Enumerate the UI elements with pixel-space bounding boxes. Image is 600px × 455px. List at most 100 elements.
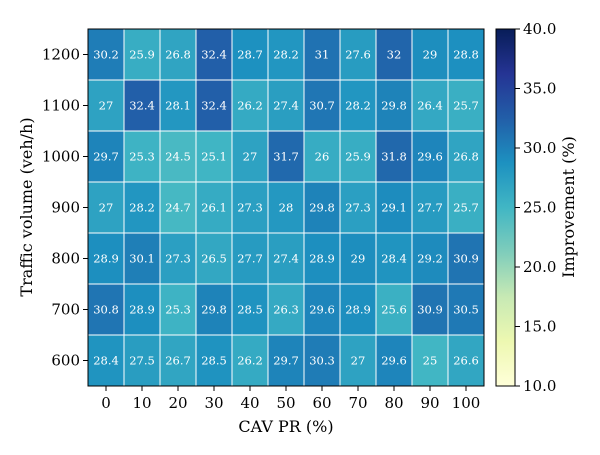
cell-value-labels: 30.2 25.9 26.8 32.4 28.7 28.2 31 27.6 32 29 28.8 27… <box>93 48 479 368</box>
heatmap-cell <box>159 334 197 387</box>
cell-value-label: 29 <box>423 48 438 62</box>
cell-value-label: 30.5 <box>453 303 479 317</box>
cell-value-label: 25.7 <box>453 201 479 215</box>
heatmap-cell <box>231 130 269 183</box>
cell-value-label: 27 <box>99 99 114 113</box>
heatmap-cell <box>123 232 161 285</box>
y-axis-ticks: 1200 1100 1000 900 800 700 600 <box>42 46 88 370</box>
y-tick-label: 1000 <box>42 148 80 166</box>
cell-value-label: 27.6 <box>345 48 371 62</box>
cell-value-label: 28.9 <box>129 303 155 317</box>
cell-value-label: 27.3 <box>237 201 263 215</box>
heatmap-cell <box>87 232 125 285</box>
heatmap-cell <box>339 334 377 387</box>
cell-value-label: 26.3 <box>273 303 299 317</box>
heatmap-cell <box>195 232 233 285</box>
heatmap-cell <box>303 181 341 234</box>
cell-value-label: 30.7 <box>309 99 335 113</box>
heatmap-cell <box>447 283 485 336</box>
heatmap-cell <box>303 334 341 387</box>
heatmap-cell <box>447 79 485 132</box>
cell-value-label: 28.2 <box>129 201 155 215</box>
heatmap-cell <box>267 130 305 183</box>
y-tick-label: 600 <box>51 352 80 370</box>
heatmap-cell <box>447 334 485 387</box>
cell-value-label: 25.6 <box>381 303 407 317</box>
heatmap-cell <box>375 334 413 387</box>
cell-value-label: 29.8 <box>381 99 407 113</box>
cell-value-label: 28.4 <box>381 252 407 266</box>
heatmap-cell <box>159 79 197 132</box>
heatmap-cell <box>303 232 341 285</box>
y-axis-label: Traffic volume (veh/h) <box>17 117 36 296</box>
cell-value-label: 26.4 <box>417 99 443 113</box>
cell-value-label: 26.6 <box>453 354 479 368</box>
heatmap-cell <box>159 232 197 285</box>
x-tick-label: 0 <box>101 394 111 412</box>
x-tick-label: 20 <box>168 394 187 412</box>
heatmap-cell <box>411 181 449 234</box>
heatmap-cell <box>195 283 233 336</box>
cell-value-label: 31.7 <box>273 150 299 164</box>
cell-value-label: 30.2 <box>93 48 119 62</box>
cell-value-label: 29.2 <box>417 252 443 266</box>
y-tick-label: 1100 <box>42 97 80 115</box>
cell-value-label: 25.1 <box>201 150 227 164</box>
colorbar-tick-label: 40.0 <box>523 20 556 38</box>
x-tick-label: 90 <box>420 394 439 412</box>
heatmap-cell <box>123 28 161 81</box>
cell-value-label: 27 <box>351 354 366 368</box>
cell-value-label: 27.5 <box>129 354 155 368</box>
heatmap-cell <box>267 79 305 132</box>
cell-value-label: 30.9 <box>453 252 479 266</box>
y-tick-label: 800 <box>51 250 80 268</box>
heatmap-cell <box>375 232 413 285</box>
x-tick-label: 70 <box>348 394 367 412</box>
cell-value-label: 26.8 <box>453 150 479 164</box>
y-tick-label: 1200 <box>42 46 80 64</box>
cell-value-label: 24.5 <box>165 150 191 164</box>
x-tick-label: 40 <box>240 394 259 412</box>
cell-value-label: 30.9 <box>417 303 443 317</box>
heatmap-cells <box>87 28 485 387</box>
cell-value-label: 30.3 <box>309 354 335 368</box>
cell-value-label: 29.1 <box>381 201 407 215</box>
cell-value-label: 25.3 <box>129 150 155 164</box>
colorbar-label: Improvement (%) <box>559 136 578 278</box>
cell-value-label: 32 <box>387 48 402 62</box>
x-tick-label: 80 <box>384 394 403 412</box>
x-tick-label: 60 <box>312 394 331 412</box>
cell-value-label: 29.8 <box>201 303 227 317</box>
colorbar-tick-label: 25.0 <box>523 199 556 217</box>
heatmap-cell <box>87 130 125 183</box>
cell-value-label: 29 <box>351 252 366 266</box>
heatmap-cell <box>303 130 341 183</box>
cell-value-label: 28.2 <box>345 99 371 113</box>
heatmap-cell <box>87 334 125 387</box>
colorbar-tick-label: 15.0 <box>523 318 556 336</box>
cell-value-label: 31 <box>315 48 330 62</box>
cell-value-label: 28.9 <box>345 303 371 317</box>
colorbar <box>495 28 516 387</box>
cell-value-label: 25.9 <box>129 48 155 62</box>
y-tick-label: 700 <box>51 301 80 319</box>
cell-value-label: 28.7 <box>237 48 263 62</box>
heatmap-cell <box>303 79 341 132</box>
cell-value-label: 32.4 <box>201 48 227 62</box>
heatmap-cell <box>195 181 233 234</box>
cell-value-label: 31.8 <box>381 150 407 164</box>
cell-value-label: 26.5 <box>201 252 227 266</box>
cell-value-label: 32.4 <box>129 99 155 113</box>
heatmap-cell <box>267 28 305 81</box>
cell-value-label: 29.6 <box>309 303 335 317</box>
cell-value-label: 27 <box>243 150 258 164</box>
cell-value-label: 25.9 <box>345 150 371 164</box>
colorbar-tick-label: 20.0 <box>523 258 556 276</box>
cell-value-label: 28.1 <box>165 99 191 113</box>
heatmap-cell <box>375 283 413 336</box>
x-tick-label: 30 <box>204 394 223 412</box>
colorbar-tick-label: 35.0 <box>523 80 556 98</box>
cell-value-label: 27.3 <box>165 252 191 266</box>
cell-value-label: 26.2 <box>237 99 263 113</box>
